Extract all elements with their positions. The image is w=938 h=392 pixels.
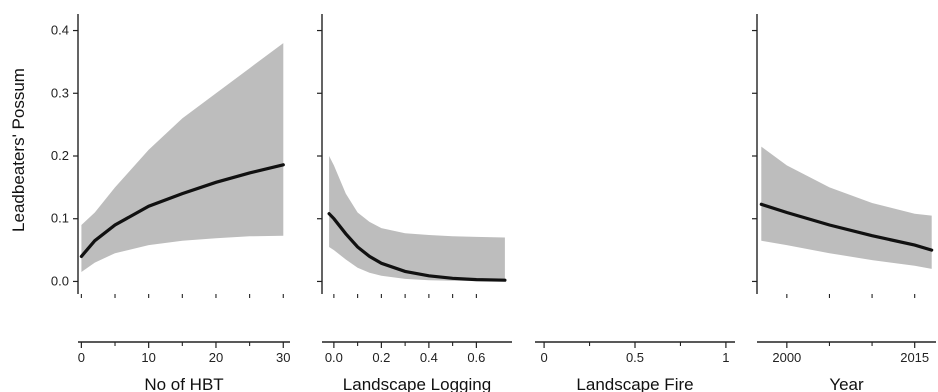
fitted-line [79,163,285,258]
x-tick-label: 30 [276,350,290,365]
x-tick-label: 1 [722,350,729,365]
x-tick-label: 2000 [772,350,801,365]
confidence-band [81,43,284,272]
x-tick-label: 0.5 [626,350,644,365]
x-tick-label: 0.2 [372,350,390,365]
x-axis-title: No of HBT [144,375,223,392]
y-tick-label: 0.2 [51,148,69,163]
confidence-band [761,146,932,269]
y-tick-label: 0.1 [51,211,69,226]
x-tick-label: 0 [540,350,547,365]
x-tick-label: 20 [209,350,223,365]
x-axis-title: Landscape Logging [343,375,491,392]
y-tick-label: 0.3 [51,85,69,100]
x-tick-label: 0.0 [325,350,343,365]
fitted-line [327,212,507,282]
y-axis-title: Leadbeaters' Possum [9,68,28,232]
fitted-line [759,202,934,252]
x-tick-label: 0.4 [420,350,438,365]
x-tick-label: 2015 [900,350,929,365]
panel-3: 0 0.5 1 Landscape Fire [535,341,735,392]
x-axis-title: Year [829,375,864,392]
x-tick-label: 0.6 [467,350,485,365]
x-tick-label: 10 [141,350,155,365]
y-tick-label: 0.0 [51,273,69,288]
panel-4: 2000 2015 Year [752,14,936,392]
x-tick-label: 0 [78,350,85,365]
panel-2: 0.0 0.2 0.4 0.6 Landscape Logging [317,14,512,392]
confidence-band [329,156,505,282]
y-tick-label: 0.4 [51,23,69,38]
panel-1: 0.0 0.1 0.2 0.3 0.4 0 10 20 30 No of HBT [51,14,291,392]
x-axis-title: Landscape Fire [576,375,693,392]
